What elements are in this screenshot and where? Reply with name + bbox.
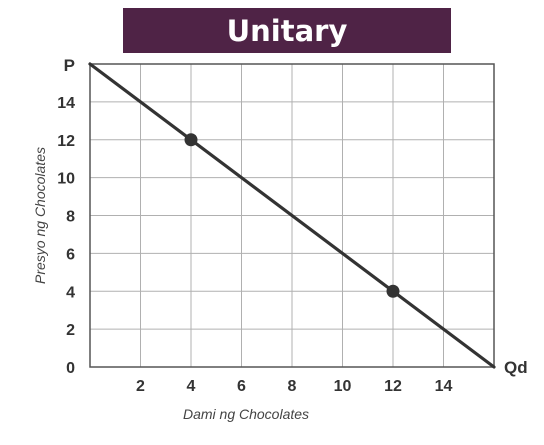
y-tick-label: 2 [66, 322, 75, 339]
x-axis-label: Dami ng Chocolates [183, 406, 309, 422]
y-tick-label: 14 [57, 95, 75, 112]
x-tick-label: 8 [288, 378, 297, 395]
x-tick-label: 14 [435, 378, 453, 395]
demand-line [88, 62, 496, 369]
x-tick-label: 2 [136, 378, 145, 395]
x-tick-label: 4 [187, 378, 196, 395]
chart-title: Unitary [226, 13, 348, 48]
data-point [184, 133, 198, 147]
y-tick-label: 10 [57, 171, 75, 188]
x-axis-end-label: Qd [504, 358, 528, 377]
x-tick-label: 6 [237, 378, 246, 395]
series [88, 62, 496, 369]
y-tick-label: 4 [66, 284, 75, 301]
data-point [386, 284, 400, 298]
x-tick-label: 12 [384, 378, 402, 395]
y-axis-end-label: P [64, 56, 75, 75]
plot-frame [89, 63, 495, 368]
tick-labels: 2 4 6 8 10 12 14 0 2 4 6 8 10 12 14 [57, 95, 452, 395]
y-axis-label: Presyo ng Chocolates [32, 147, 48, 284]
x-tick-label: 10 [334, 378, 352, 395]
y-tick-label: 6 [66, 246, 75, 263]
title-banner: Unitary [123, 8, 451, 53]
y-tick-label: 12 [57, 133, 75, 150]
y-tick-label: 8 [66, 209, 75, 226]
y-tick-label: 0 [66, 360, 75, 377]
